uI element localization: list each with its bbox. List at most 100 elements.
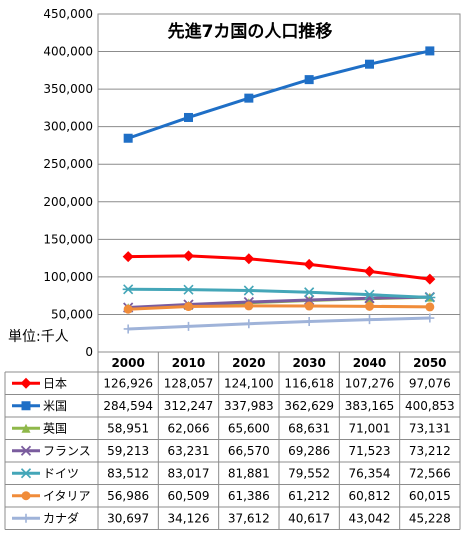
data-point [243,253,255,265]
data-label: 71,523 [349,444,391,458]
data-label: 124,100 [224,376,274,390]
legend-label: 英国 [43,421,67,435]
series-line [128,304,430,311]
x-tick-label: 2050 [413,356,446,370]
data-point [20,445,32,456]
data-point [304,301,314,311]
data-point [21,401,31,411]
data-label: 97,076 [409,376,451,390]
data-label: 126,926 [103,376,153,390]
data-point [122,284,134,295]
data-label: 128,057 [164,376,214,390]
legend-label: カナダ [43,510,79,525]
data-point [123,304,133,314]
plot-area: 0 50,000 100,000 150,000 200,000 250,000 300,0… [43,7,461,359]
data-point [183,284,194,295]
data-label: 362,629 [284,399,334,413]
legend-label: フランス [43,444,91,458]
data-label: 107,276 [345,376,395,390]
y-tick-label: 50,000 [51,307,93,321]
data-label: 73,212 [409,444,451,458]
data-point [425,313,435,323]
x-tick-label: 2000 [111,356,144,370]
data-label: 34,126 [168,511,210,525]
series-line [128,287,430,299]
y-tick-label: 150,000 [43,232,93,246]
data-point [20,468,32,479]
data-point [424,273,436,285]
x-tick-label: 2040 [353,356,386,370]
data-label: 383,165 [345,399,395,413]
data-point [183,250,194,262]
data-label: 337,983 [224,399,274,413]
data-table: 2000 2010 2020 2030 2040 2050 日本 126,926 128,057… [4,352,461,530]
data-point [303,287,315,298]
data-label: 76,354 [349,466,391,480]
chart-title: 先進7カ国の人口推移 [168,21,333,42]
data-label: 69,286 [288,444,330,458]
y-tick-label: 300,000 [43,120,93,134]
data-label: 66,570 [228,444,270,458]
y-tick-label: 250,000 [43,157,93,171]
data-point [364,265,375,277]
data-point [21,491,31,501]
data-label: 73,131 [409,421,451,435]
data-label: 312,247 [164,399,214,413]
data-point [243,285,255,296]
data-label: 60,015 [409,489,451,503]
data-point [304,75,314,85]
data-label: 71,001 [349,421,391,435]
data-label: 43,042 [349,511,391,525]
data-label: 72,566 [409,466,451,480]
data-point [365,59,374,69]
data-point [122,251,134,263]
data-label: 45,228 [409,511,451,525]
x-tick-label: 2010 [172,356,205,370]
data-point [365,301,374,311]
data-label: 284,594 [103,399,153,413]
data-label: 59,213 [107,444,149,458]
data-point [424,292,436,303]
data-label: 400,853 [405,399,455,413]
data-point [365,315,374,325]
data-point [244,93,254,103]
unit-label: 単位:千人 [8,329,69,345]
data-label: 56,986 [107,489,149,503]
data-point [304,316,314,326]
data-label: 60,509 [168,489,210,503]
series-line [127,49,431,140]
y-tick-label: 200,000 [43,195,93,209]
data-point [364,289,375,300]
data-point [184,112,193,122]
series-line [128,316,430,331]
data-point [303,258,315,270]
y-tick-label: 0 [85,345,93,359]
legend-label: 米国 [43,399,67,413]
data-label: 40,617 [288,511,330,525]
data-label: 79,552 [288,466,330,480]
legend-label: ドイツ [43,466,79,480]
legend-label: 日本 [43,376,67,390]
data-label: 63,231 [168,444,210,458]
legend-label: イタリア [43,489,91,503]
data-point [184,321,193,331]
data-point [123,133,133,143]
y-tick-label: 350,000 [43,82,93,96]
data-label: 61,386 [228,489,270,503]
data-label: 116,618 [284,376,334,390]
data-point [20,377,32,389]
data-label: 68,631 [288,421,330,435]
data-label: 65,600 [228,421,270,435]
data-label: 58,951 [107,421,149,435]
data-point [244,301,254,311]
data-label: 60,812 [349,489,391,503]
data-point [184,302,193,312]
y-tick-label: 400,000 [43,45,93,59]
data-label: 30,697 [107,511,149,525]
data-label: 81,881 [228,466,270,480]
data-point [425,46,435,56]
series-line [128,254,431,281]
data-label: 62,066 [168,421,210,435]
data-point [21,423,31,433]
